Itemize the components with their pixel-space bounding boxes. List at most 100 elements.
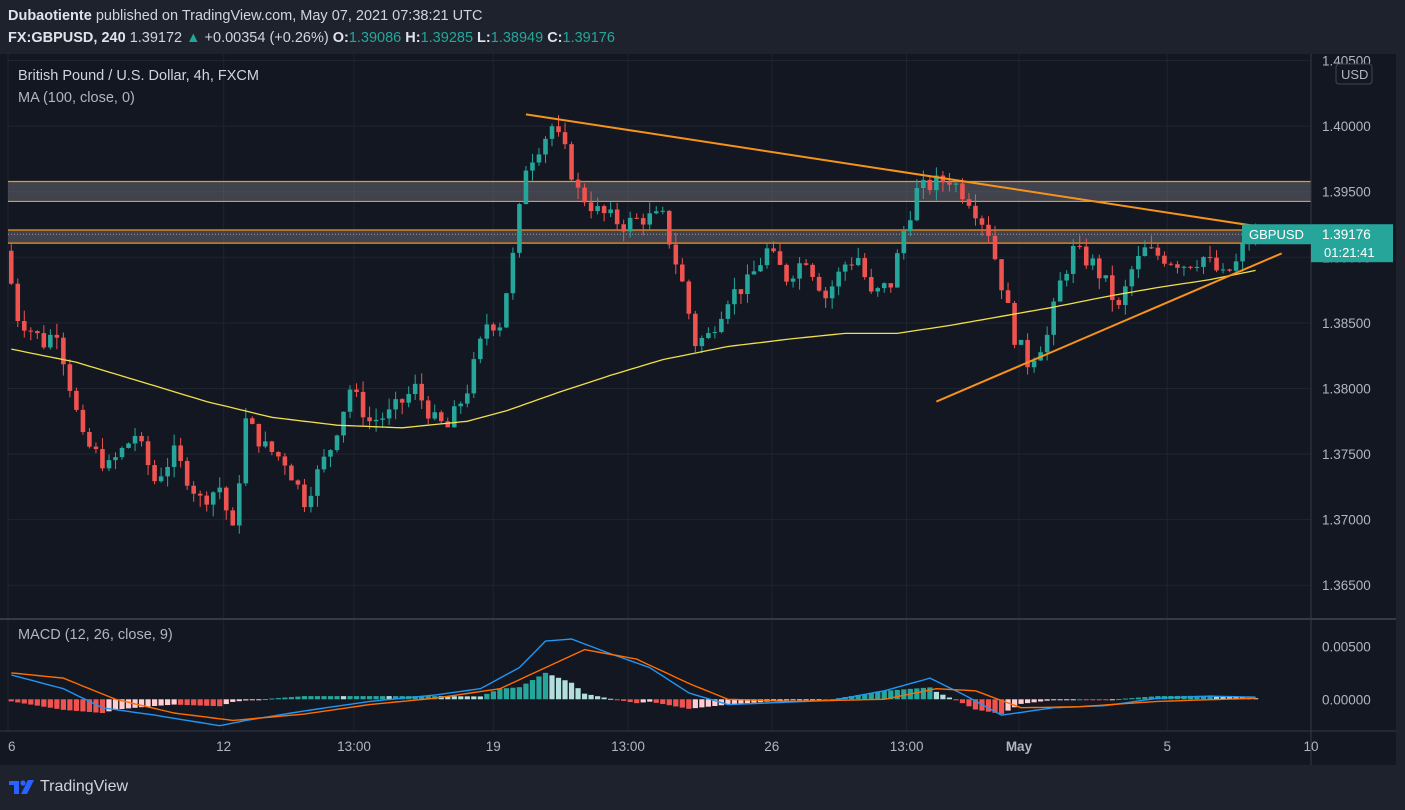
candle-body: [119, 447, 125, 458]
candle-body: [816, 276, 822, 291]
open-value: 1.39086: [348, 30, 402, 46]
candle-body: [510, 252, 516, 294]
macd-bar: [562, 680, 568, 700]
macd-bar: [373, 696, 379, 700]
macd-bar: [1077, 699, 1083, 701]
macd-bar: [653, 699, 659, 703]
macd-bar: [54, 699, 60, 709]
tradingview-brand[interactable]: TradingView: [40, 778, 129, 795]
macd-bar: [985, 699, 992, 712]
macd-bar: [933, 691, 939, 700]
macd-bar: [510, 687, 516, 700]
time-tick-label: 5: [1163, 739, 1171, 754]
candle-body: [74, 390, 79, 410]
macd-bar: [555, 677, 562, 700]
candle-body: [855, 258, 861, 266]
macd-bar: [249, 699, 255, 701]
candle-body: [28, 330, 34, 332]
macd-bar: [568, 682, 575, 700]
candle-body: [1168, 263, 1174, 265]
candle-body: [276, 451, 281, 457]
candle-body: [790, 278, 796, 282]
macd-bar: [666, 699, 672, 706]
macd-bar: [158, 699, 164, 706]
macd-bar: [920, 687, 926, 700]
macd-bar: [484, 693, 490, 700]
macd-bar: [1122, 698, 1128, 700]
candle-body: [1220, 269, 1226, 271]
macd-bar: [393, 696, 399, 700]
candle-body: [556, 126, 561, 133]
price-tick-label: 1.37000: [1322, 513, 1371, 528]
symbol-label: FX:GBPUSD, 240: [8, 30, 126, 46]
macd-tick-label: 0.00500: [1322, 639, 1371, 654]
macd-bar: [119, 699, 125, 709]
candle-body: [113, 457, 118, 461]
time-axis[interactable]: 6 12 13:00 19 13:00 26 13:00 May 5 10: [8, 739, 1319, 754]
published-text: published on TradingView.com, May 07, 20…: [95, 8, 483, 24]
macd-bar: [1135, 697, 1141, 700]
macd-bar: [262, 698, 268, 700]
macd-bar: [288, 697, 295, 700]
candle-body: [569, 144, 574, 180]
macd-bar: [1051, 699, 1057, 701]
macd-bar: [217, 699, 223, 707]
candle-body: [588, 202, 594, 212]
macd-bar: [796, 699, 803, 701]
time-tick-label: 13:00: [611, 739, 645, 754]
macd-bar: [151, 699, 158, 706]
candle-body: [289, 465, 294, 481]
close-label: C:: [547, 30, 563, 46]
candle-body: [986, 224, 991, 236]
macd-bar: [738, 699, 744, 704]
candle-body: [666, 210, 672, 245]
candle-body: [908, 220, 913, 232]
candle-body: [745, 274, 750, 295]
macd-bar: [445, 696, 451, 700]
macd-bar: [301, 696, 308, 700]
macd-bar: [67, 699, 73, 711]
candle-body: [341, 411, 346, 436]
author-name[interactable]: Dubaotiente: [8, 8, 92, 24]
grid-lines: [0, 54, 1405, 765]
ma-legend[interactable]: MA (100, close, 0): [18, 90, 135, 106]
macd-bar: [1057, 699, 1063, 701]
candle-body: [380, 418, 385, 420]
candle-body: [1116, 300, 1122, 305]
macd-bar: [503, 688, 510, 700]
candle-body: [1051, 301, 1056, 335]
candle-body: [627, 217, 633, 232]
candle-body: [87, 432, 92, 447]
open-label: O:: [332, 30, 349, 46]
candle-body: [1057, 280, 1063, 302]
candle-body: [126, 443, 131, 448]
candle-body: [458, 403, 464, 407]
macd-bar: [901, 689, 907, 700]
candle-body: [243, 418, 249, 484]
candle-body: [979, 218, 985, 225]
candle-body: [497, 327, 503, 331]
candle-body: [1070, 245, 1076, 274]
candle-body: [393, 399, 398, 410]
candle-body: [1162, 255, 1167, 264]
trendlines[interactable]: [525, 113, 1289, 403]
chart-canvas[interactable]: 1.405001.400001.395001.390001.385001.380…: [0, 54, 1405, 765]
macd-bar: [634, 699, 640, 704]
candle-body: [328, 450, 333, 457]
candle-body: [595, 206, 600, 212]
trendline: [935, 252, 1283, 403]
close-value: 1.39176: [562, 30, 615, 46]
price-tick-label: 1.40000: [1322, 119, 1371, 134]
macd-bar: [862, 693, 868, 700]
macd-legend[interactable]: MACD (12, 26, close, 9): [18, 627, 173, 643]
macd-bar: [93, 699, 99, 713]
macd-bar: [256, 699, 262, 701]
candle-body: [803, 263, 809, 265]
candle-body: [921, 179, 926, 189]
candle-body: [771, 248, 776, 252]
chart-background: [0, 54, 1405, 765]
candle-body: [888, 283, 894, 288]
macd-bar: [125, 699, 132, 709]
macd-bar: [1109, 699, 1115, 701]
currency-badge: [1335, 63, 1373, 85]
